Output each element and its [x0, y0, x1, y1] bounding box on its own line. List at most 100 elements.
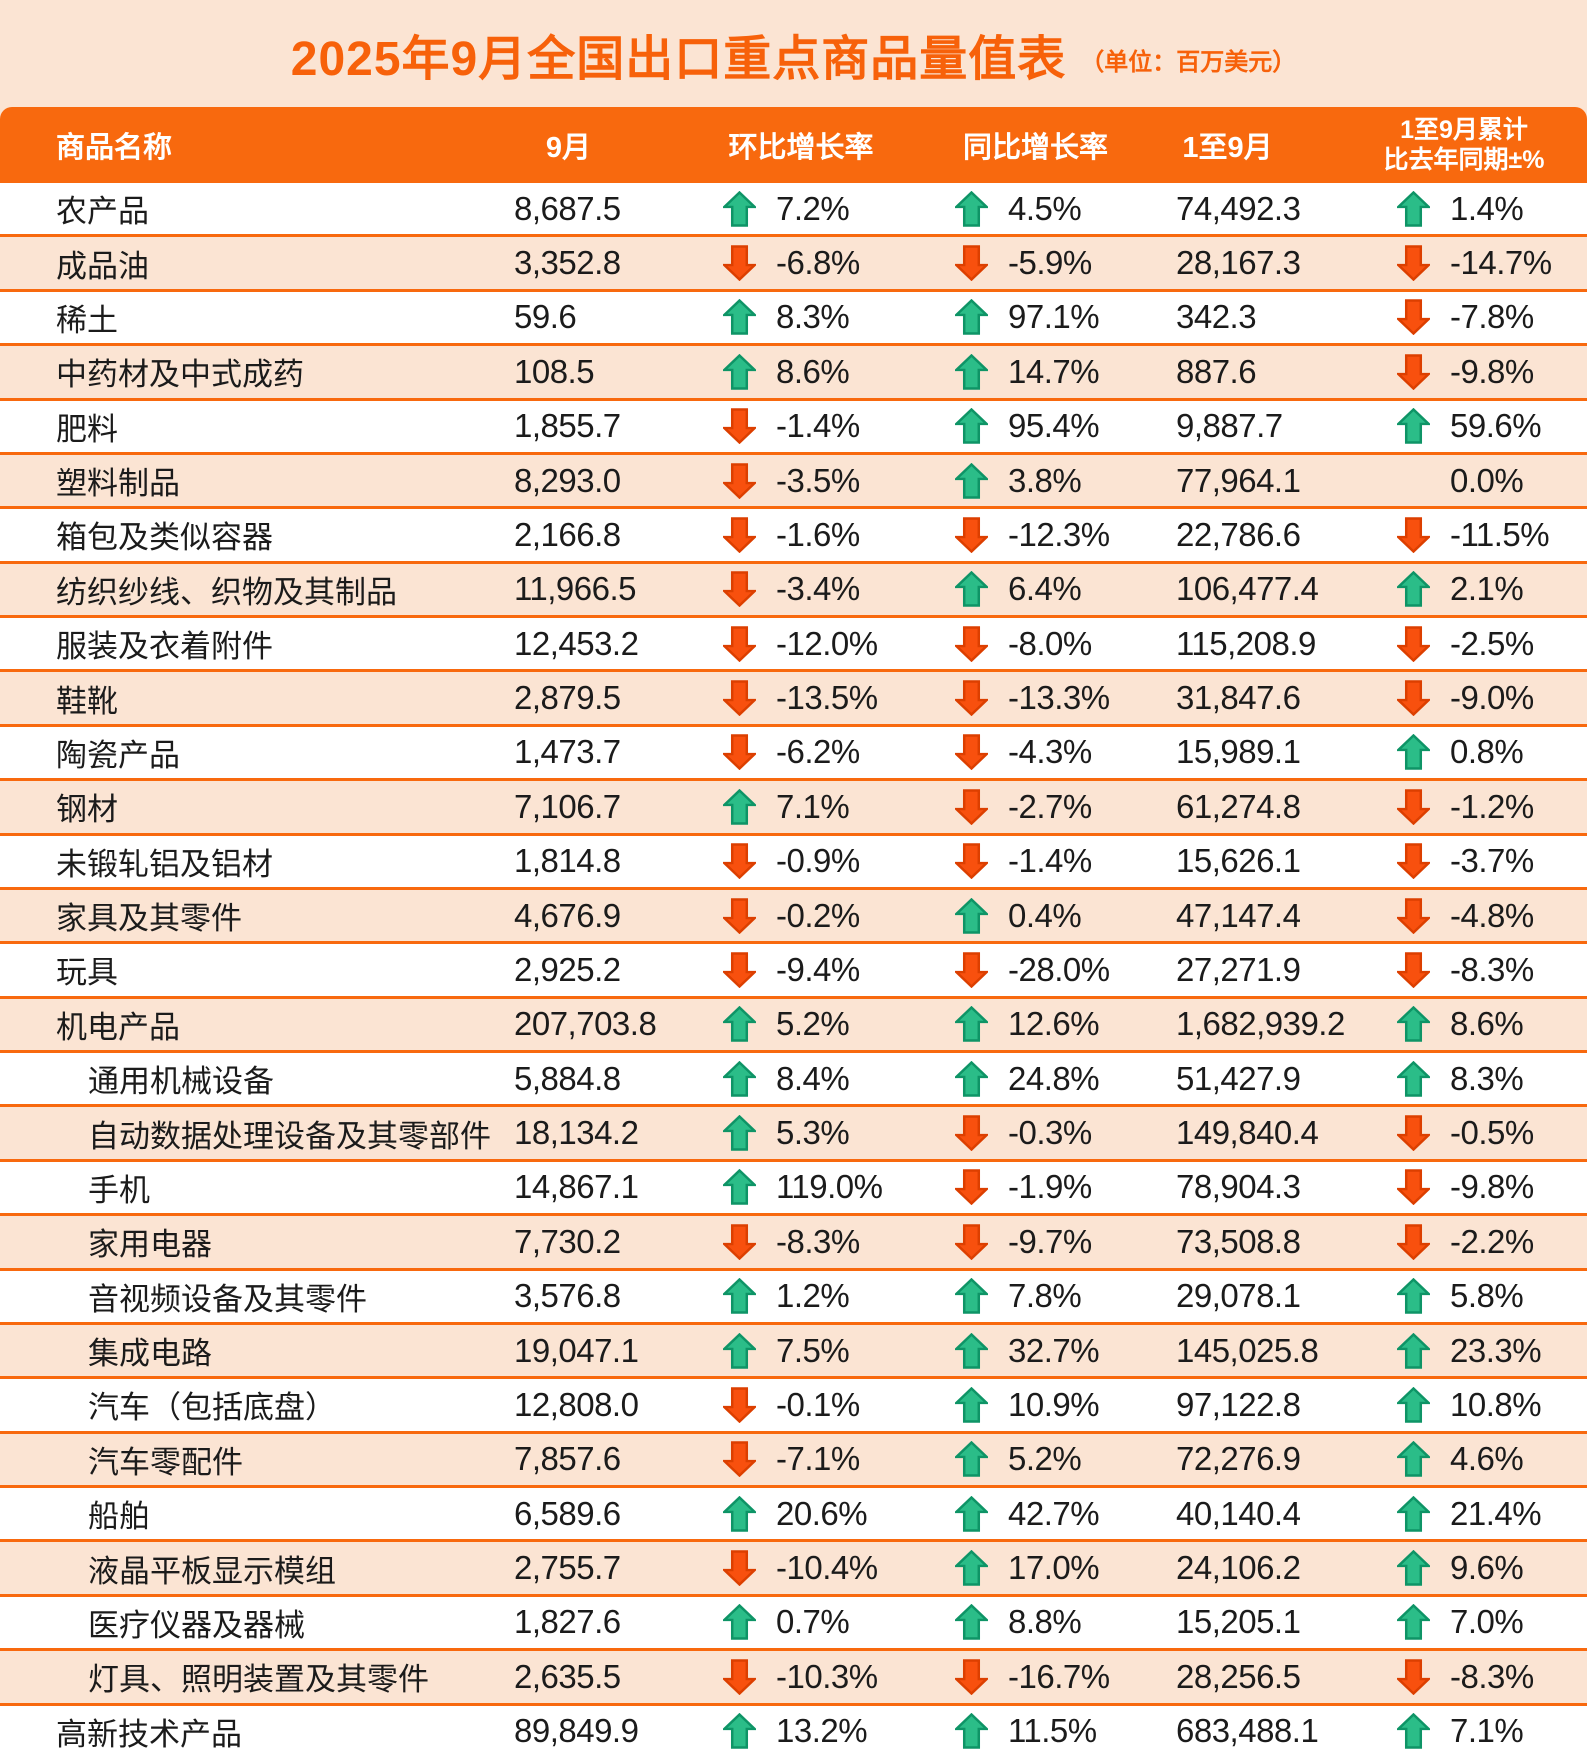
yoy-growth-value: 32.7% [1008, 1331, 1100, 1369]
commodity-name: 自动数据处理设备及其零部件 [88, 1118, 491, 1154]
yoy-growth-value: 3.8% [1008, 461, 1082, 499]
trend-arrow-icon [723, 1224, 756, 1260]
mom-growth-cell: 8.3% [723, 298, 955, 336]
cumulative-change-value: 0.8% [1450, 733, 1524, 771]
mom-growth-cell: -0.2% [723, 897, 955, 935]
mom-growth-cell: 5.2% [723, 1005, 955, 1043]
trend-arrow-icon [723, 1006, 756, 1043]
mom-growth-value: -9.4% [776, 950, 860, 988]
trend-arrow-icon [955, 462, 988, 499]
jan-to-sep-value: 28,167.3 [1176, 244, 1301, 282]
september-value: 1,814.8 [514, 842, 621, 880]
september-value: 2,755.7 [514, 1549, 621, 1587]
trend-arrow-icon [1397, 245, 1430, 282]
trend-arrow-icon [955, 517, 988, 553]
cumulative-change-cell: -2.2% [1397, 1223, 1587, 1261]
trend-arrow-icon [955, 1115, 988, 1152]
trend-arrow-icon [723, 1115, 756, 1151]
cumulative-change-value: -0.5% [1450, 1114, 1534, 1152]
column-header-cumulative-change: 1至9月累计 比去年同期±% [1384, 115, 1587, 176]
title-banner: 2025年9月全国出口重点商品量值表 （单位：百万美元） [0, 0, 1587, 107]
trend-arrow-icon [1397, 843, 1430, 880]
jan-to-sep-value: 342.3 [1176, 298, 1257, 336]
yoy-growth-value: 11.5% [1008, 1712, 1097, 1750]
mom-growth-value: -7.1% [776, 1440, 860, 1478]
yoy-growth-value: -9.7% [1008, 1222, 1092, 1260]
september-value: 4,676.9 [514, 896, 621, 934]
mom-growth-value: -3.4% [776, 570, 860, 608]
trend-arrow-icon [955, 1169, 988, 1206]
yoy-growth-value: 12.6% [1008, 1005, 1100, 1043]
yoy-growth-value: -13.3% [1008, 679, 1110, 717]
table-row: 肥料 1,855.7 -1.4% 95.4% 9,887.7 59.6% [0, 397, 1587, 452]
mom-growth-cell: -10.3% [723, 1658, 955, 1696]
commodity-name: 塑料制品 [56, 466, 180, 502]
cumulative-change-value: 59.6% [1450, 407, 1542, 445]
cumulative-change-cell: 21.4% [1397, 1495, 1587, 1533]
commodity-name: 服装及衣着附件 [56, 629, 273, 665]
yoy-growth-value: -1.9% [1008, 1168, 1092, 1206]
table-row: 音视频设备及其零件 3,576.8 1.2% 7.8% 29,078.1 5.8… [0, 1267, 1587, 1322]
mom-growth-value: 8.3% [776, 298, 850, 336]
trend-arrow-icon [1397, 1169, 1430, 1206]
yoy-growth-value: 4.5% [1008, 189, 1082, 227]
table-row: 高新技术产品 89,849.9 13.2% 11.5% 683,488.1 7.… [0, 1702, 1587, 1757]
trend-arrow-icon [723, 1659, 756, 1695]
trend-arrow-icon [1397, 517, 1430, 553]
trend-arrow-icon [1397, 1495, 1430, 1532]
table-row: 家用电器 7,730.2 -8.3% -9.7% 73,508.8 -2.2% [0, 1213, 1587, 1268]
yoy-growth-value: -8.0% [1008, 624, 1092, 662]
mom-growth-cell: -1.4% [723, 407, 955, 445]
mom-growth-cell: -13.5% [723, 679, 955, 717]
jan-to-sep-value: 29,078.1 [1176, 1277, 1301, 1315]
jan-to-sep-value: 683,488.1 [1176, 1712, 1319, 1750]
yoy-growth-cell: -4.3% [955, 733, 1176, 771]
cumulative-change-cell: 10.8% [1397, 1386, 1587, 1424]
september-value: 2,635.5 [514, 1657, 621, 1695]
jan-to-sep-value: 78,904.3 [1176, 1168, 1301, 1206]
cumulative-change-cell: 0.0% [1397, 462, 1587, 500]
yoy-growth-cell: -5.9% [955, 244, 1176, 282]
trend-arrow-icon [1397, 680, 1430, 717]
trend-arrow-icon [1397, 1713, 1430, 1749]
trend-arrow-icon [723, 897, 756, 934]
jan-to-sep-value: 887.6 [1176, 352, 1257, 390]
cumulative-change-value: -9.0% [1450, 679, 1534, 717]
trend-arrow-icon [1397, 734, 1430, 771]
trend-arrow-icon [1397, 190, 1430, 227]
yoy-growth-value: -0.3% [1008, 1114, 1092, 1152]
mom-growth-cell: -0.9% [723, 842, 955, 880]
mom-growth-cell: 0.7% [723, 1603, 955, 1641]
september-value: 12,453.2 [514, 624, 639, 662]
trend-arrow-icon [1397, 1278, 1430, 1314]
yoy-growth-value: 17.0% [1008, 1549, 1100, 1587]
trend-arrow-icon [723, 952, 756, 988]
trend-arrow-icon [955, 1495, 988, 1532]
yoy-growth-value: -4.3% [1008, 733, 1092, 771]
trend-arrow-icon [955, 1386, 988, 1423]
column-header-jan-to-sep: 1至9月 [1182, 132, 1273, 164]
cumulative-change-value: 0.0% [1450, 461, 1524, 499]
trend-arrow-icon [723, 788, 756, 825]
yoy-growth-cell: -12.3% [955, 516, 1176, 554]
cumulative-change-cell: 5.8% [1397, 1277, 1587, 1315]
commodity-name: 稀土 [56, 302, 118, 338]
yoy-growth-value: -1.4% [1008, 842, 1092, 880]
commodity-name: 集成电路 [88, 1336, 212, 1372]
trend-arrow-icon [1397, 897, 1430, 934]
trend-arrow-icon [955, 1604, 988, 1641]
september-value: 19,047.1 [514, 1331, 639, 1369]
cumulative-change-cell: -1.2% [1397, 788, 1587, 826]
jan-to-sep-value: 106,477.4 [1176, 570, 1319, 608]
table-row: 液晶平板显示模组 2,755.7 -10.4% 17.0% 24,106.2 9… [0, 1539, 1587, 1594]
commodity-name: 肥料 [56, 411, 118, 447]
jan-to-sep-value: 15,989.1 [1176, 733, 1301, 771]
trend-arrow-icon [955, 190, 988, 227]
table-row: 汽车零配件 7,857.6 -7.1% 5.2% 72,276.9 4.6% [0, 1430, 1587, 1485]
mom-growth-value: -8.3% [776, 1222, 860, 1260]
commodity-name: 鞋靴 [56, 683, 118, 719]
yoy-growth-cell: 11.5% [955, 1712, 1176, 1750]
trend-arrow-icon [723, 571, 756, 608]
column-header-cumulative-change-line2: 比去年同期±% [1383, 146, 1545, 174]
jan-to-sep-value: 73,508.8 [1176, 1222, 1301, 1260]
